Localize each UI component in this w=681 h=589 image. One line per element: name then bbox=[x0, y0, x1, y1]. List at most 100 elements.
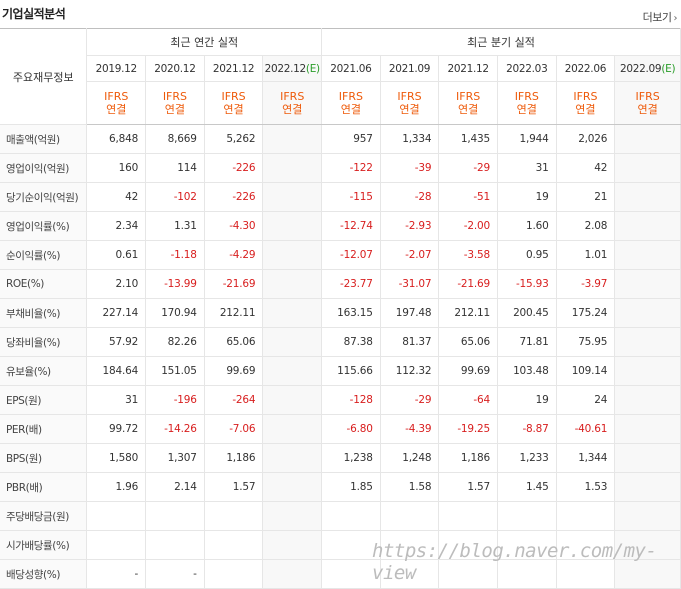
table-cell: 1.57 bbox=[204, 472, 264, 502]
table-cell: -3.97 bbox=[556, 269, 616, 299]
period-header: 2021.06 bbox=[321, 55, 381, 82]
table-cell: 5,262 bbox=[204, 124, 264, 154]
table-cell bbox=[321, 530, 381, 560]
period-header: 2022.12(E) bbox=[262, 55, 323, 82]
table-cell bbox=[497, 501, 557, 531]
table-cell bbox=[614, 240, 681, 270]
table-cell bbox=[204, 559, 264, 589]
consolidated-text: 연결 bbox=[399, 103, 420, 116]
table-cell bbox=[262, 385, 323, 415]
table-cell: 1,944 bbox=[497, 124, 557, 154]
table-cell: 212.11 bbox=[204, 298, 264, 328]
table-row: ROE(%) 2.10 -13.99 -21.69 -23.77 -31.07 -21.69… bbox=[0, 269, 681, 299]
row-label: 당기순이익(억원) bbox=[0, 182, 88, 212]
table-cell bbox=[438, 530, 498, 560]
ifrs-consolidated-label: IFRS 연결 bbox=[438, 81, 498, 125]
ifrs-consolidated-label: IFRS 연결 bbox=[614, 81, 681, 125]
table-cell: 1,344 bbox=[556, 443, 616, 473]
table-row: BPS(원) 1,580 1,307 1,186 1,238 1,248 1,186 1,23… bbox=[0, 443, 681, 473]
table-cell: 99.69 bbox=[438, 356, 498, 386]
row-label: PBR(배) bbox=[0, 472, 88, 502]
period-header: 2022.06 bbox=[556, 55, 616, 82]
table-cell: -39 bbox=[380, 153, 440, 183]
table-cell: 71.81 bbox=[497, 327, 557, 357]
table-cell: 1.60 bbox=[497, 211, 557, 241]
period-header: 2022.09(E) bbox=[614, 55, 681, 82]
table-cell: 957 bbox=[321, 124, 381, 154]
table-row: 영업이익률(%) 2.34 1.31 -4.30 -12.74 -2.93 -2.00 1.6… bbox=[0, 211, 681, 241]
period-label: 2019.12 bbox=[95, 62, 138, 75]
table-cell: 1.53 bbox=[556, 472, 616, 502]
blog-watermark: https://blog.naver.com/my-view bbox=[372, 540, 657, 584]
table-row: 영업이익(억원) 160 114 -226 -122 -39 -29 31 42 bbox=[0, 153, 681, 183]
row-label: 부채비율(%) bbox=[0, 298, 88, 328]
table-cell bbox=[204, 530, 264, 560]
table-cell: 24 bbox=[556, 385, 616, 415]
table-cell: 114 bbox=[145, 153, 205, 183]
table-cell: 2.08 bbox=[556, 211, 616, 241]
ifrs-consolidated-label: IFRS 연결 bbox=[145, 81, 205, 125]
table-cell: -14.26 bbox=[145, 414, 205, 444]
table-cell bbox=[614, 385, 681, 415]
table-cell: 200.45 bbox=[497, 298, 557, 328]
table-row: PER(배) 99.72 -14.26 -7.06 -6.80 -4.39 -19.25 -8… bbox=[0, 414, 681, 444]
table-row: 매출액(억원) 6,848 8,669 5,262 957 1,334 1,435 1,944… bbox=[0, 124, 681, 154]
row-label: 영업이익(억원) bbox=[0, 153, 88, 183]
table-cell: -29 bbox=[438, 153, 498, 183]
table-cell: 2.14 bbox=[145, 472, 205, 502]
table-cell: 1.57 bbox=[438, 472, 498, 502]
table-row: 부채비율(%) 227.14 170.94 212.11 163.15 197.48 212… bbox=[0, 298, 681, 328]
period-label: 2022.03 bbox=[506, 62, 548, 75]
row-label: 매출액(억원) bbox=[0, 124, 88, 154]
table-cell: -3.58 bbox=[438, 240, 498, 270]
table-cell bbox=[438, 559, 498, 589]
table-cell bbox=[614, 327, 681, 357]
ifrs-text: IFRS bbox=[338, 90, 363, 103]
table-cell bbox=[614, 153, 681, 183]
table-row: EPS(원) 31 -196 -264 -128 -29 -64 19 24 bbox=[0, 385, 681, 415]
table-cell bbox=[262, 327, 323, 357]
table-cell bbox=[614, 559, 681, 589]
table-cell bbox=[556, 501, 616, 531]
table-cell bbox=[262, 153, 323, 183]
table-cell: -29 bbox=[380, 385, 440, 415]
table-cell: -2.00 bbox=[438, 211, 498, 241]
table-row: 순이익률(%) 0.61 -1.18 -4.29 -12.07 -2.07 -3.58 0.9… bbox=[0, 240, 681, 270]
ifrs-consolidated-label: IFRS 연결 bbox=[556, 81, 616, 125]
table-cell: 103.48 bbox=[497, 356, 557, 386]
more-link[interactable]: 더보기 › bbox=[643, 9, 678, 25]
table-cell: 163.15 bbox=[321, 298, 381, 328]
table-cell: -7.06 bbox=[204, 414, 264, 444]
table-cell: 57.92 bbox=[86, 327, 147, 357]
table-cell bbox=[614, 443, 681, 473]
table-cell: -28 bbox=[380, 182, 440, 212]
table-cell: -4.39 bbox=[380, 414, 440, 444]
table-cell bbox=[145, 530, 205, 560]
table-cell: 1.85 bbox=[321, 472, 381, 502]
table-cell: 42 bbox=[86, 182, 147, 212]
table-cell bbox=[614, 182, 681, 212]
table-cell: 112.32 bbox=[380, 356, 440, 386]
table-cell bbox=[614, 356, 681, 386]
table-cell bbox=[614, 472, 681, 502]
ifrs-consolidated-label: IFRS 연결 bbox=[321, 81, 381, 125]
table-cell: -122 bbox=[321, 153, 381, 183]
table-row: 주당배당금(원) bbox=[0, 501, 681, 531]
period-label: 2022.09 bbox=[619, 62, 662, 75]
ifrs-text: IFRS bbox=[280, 90, 305, 103]
table-cell: 81.37 bbox=[380, 327, 440, 357]
table-cell: -4.30 bbox=[204, 211, 264, 241]
table-cell: 42 bbox=[556, 153, 616, 183]
table-cell: 1,435 bbox=[438, 124, 498, 154]
table-cell: 31 bbox=[86, 385, 147, 415]
row-label: 시가배당률(%) bbox=[0, 530, 88, 560]
table-cell: -21.69 bbox=[204, 269, 264, 299]
consolidated-text: 연결 bbox=[458, 103, 479, 116]
table-cell: 65.06 bbox=[438, 327, 498, 357]
table-cell bbox=[86, 530, 147, 560]
table-cell: 65.06 bbox=[204, 327, 264, 357]
chevron-right-icon: › bbox=[673, 13, 678, 24]
period-label: 2022.12 bbox=[264, 62, 307, 75]
ifrs-text: IFRS bbox=[635, 90, 660, 103]
table-row: 당좌비율(%) 57.92 82.26 65.06 87.38 81.37 65.06 71.… bbox=[0, 327, 681, 357]
